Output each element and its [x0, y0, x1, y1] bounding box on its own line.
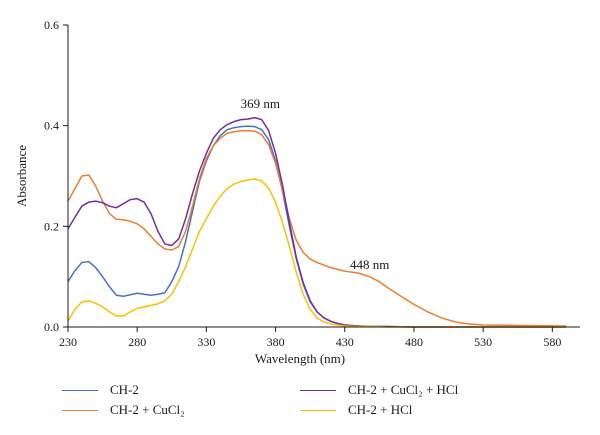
series-line-1: [67, 129, 567, 327]
legend-swatch: [62, 409, 98, 411]
legend-item-ch2: CH-2: [62, 380, 139, 400]
x-tick-label: 380: [267, 335, 285, 349]
y-tick-label: 0.2: [44, 219, 59, 233]
legend-label: CH-2 + CuCl₂ + HCl: [348, 382, 459, 397]
annotation-448nm: 448 nm: [350, 257, 389, 272]
legend-label: CH-2 + HCl: [348, 402, 413, 417]
series-line-0: [67, 125, 567, 328]
y-tick-label: 0.0: [44, 320, 59, 334]
x-tick-label: 230: [59, 335, 77, 349]
legend-item-ch2-cucl2: CH-2 + CuCl₂: [62, 400, 185, 420]
y-axis-title: Absorbance: [14, 145, 29, 207]
x-tick-label: 530: [474, 335, 492, 349]
uv-vis-chart: 0.0 0.2 0.4 0.6 230 280 330 380 430 480 530 580 Ab…: [14, 18, 580, 366]
legend-label: CH-2: [110, 382, 139, 397]
legend-label: CH-2 + CuCl₂: [110, 402, 185, 417]
legend-swatch: [300, 409, 336, 411]
legend: CH-2 CH-2 + CuCl₂ CH-2 + CuCl₂ + HCl CH-…: [0, 370, 600, 430]
x-tick-label: 330: [197, 335, 215, 349]
y-tick-label: 0.6: [44, 18, 59, 32]
legend-item-ch2-hcl: CH-2 + HCl: [300, 400, 412, 420]
series-line-2: [67, 116, 567, 328]
x-tick-label: 580: [543, 335, 561, 349]
legend-swatch: [62, 389, 98, 391]
legend-item-ch2-cucl2-hcl: CH-2 + CuCl₂ + HCl: [300, 380, 458, 400]
x-tick-label: 430: [336, 335, 354, 349]
legend-swatch: [300, 389, 336, 391]
plot-lines: [67, 116, 567, 328]
annotation-369nm: 369 nm: [241, 96, 280, 111]
y-tick-label: 0.4: [44, 119, 59, 133]
x-tick-label: 480: [405, 335, 423, 349]
x-ticks: 230 280 330 380 430 480 530 580: [59, 327, 561, 349]
series-line-3: [67, 178, 567, 328]
x-axis-title: Wavelength (nm): [255, 351, 345, 366]
x-tick-label: 280: [128, 335, 146, 349]
y-ticks: 0.0 0.2 0.4 0.6: [44, 18, 68, 334]
axes: [67, 25, 580, 328]
